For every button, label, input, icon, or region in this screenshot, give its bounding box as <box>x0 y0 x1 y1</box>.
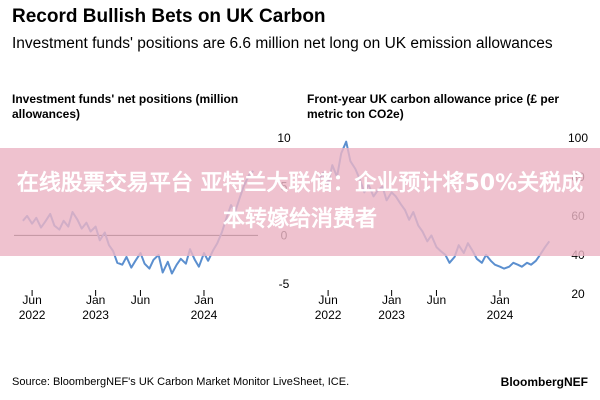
overlay-banner: 在线股票交易平台 亚特兰大联储：企业预计将50%关税成本转嫁给消费者 <box>0 148 600 256</box>
page-subtitle: Investment funds' positions are 6.6 mill… <box>12 35 553 52</box>
x-tick-label: Jun <box>131 293 150 307</box>
brand-logo: BloombergNEF <box>500 375 588 389</box>
y-tick-label: 100 <box>568 131 588 145</box>
x-tick-label: Jan 2023 <box>82 293 109 322</box>
overlay-banner-text: 在线股票交易平台 亚特兰大联储：企业预计将50%关税成本转嫁给消费者 <box>16 171 584 232</box>
y-tick-label: 10 <box>277 131 291 145</box>
y-tick-label: -5 <box>279 277 290 291</box>
x-tick-label: Jan 2023 <box>378 293 405 322</box>
source-note: Source: BloombergNEF's UK Carbon Market … <box>12 376 350 388</box>
net-positions-chart-title: Investment funds' net positions (million… <box>12 92 239 121</box>
x-tick-label: Jun 2022 <box>19 293 46 322</box>
carbon-price-chart-title: Front-year UK carbon allowance price (£ … <box>307 92 560 121</box>
x-tick-label: Jun <box>427 293 446 307</box>
y-tick-label: 20 <box>571 287 585 301</box>
x-tick-label: Jan 2024 <box>191 293 218 322</box>
x-tick-label: Jan 2024 <box>487 293 514 322</box>
x-tick-label: Jun 2022 <box>315 293 342 322</box>
page-title: Record Bullish Bets on UK Carbon <box>12 6 326 27</box>
